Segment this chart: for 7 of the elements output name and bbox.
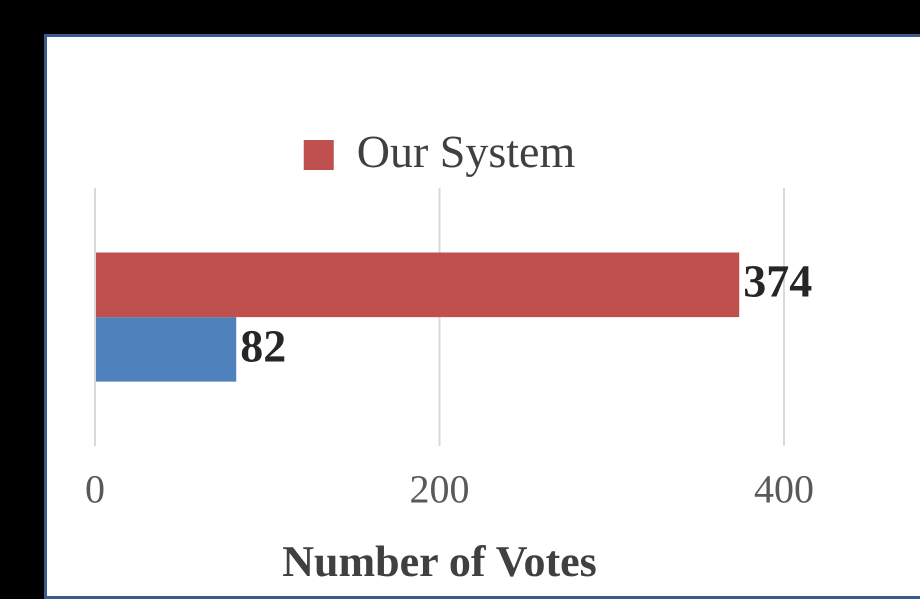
x-axis-title: Number of Votes xyxy=(282,536,597,586)
legend-label: Our System xyxy=(356,126,576,178)
x-tick-label: 400 xyxy=(754,466,814,512)
x-tick-label: 200 xyxy=(410,466,470,512)
data-label: 374 xyxy=(743,256,812,307)
data-label: 82 xyxy=(240,320,286,372)
x-tick-label: 0 xyxy=(85,466,105,512)
